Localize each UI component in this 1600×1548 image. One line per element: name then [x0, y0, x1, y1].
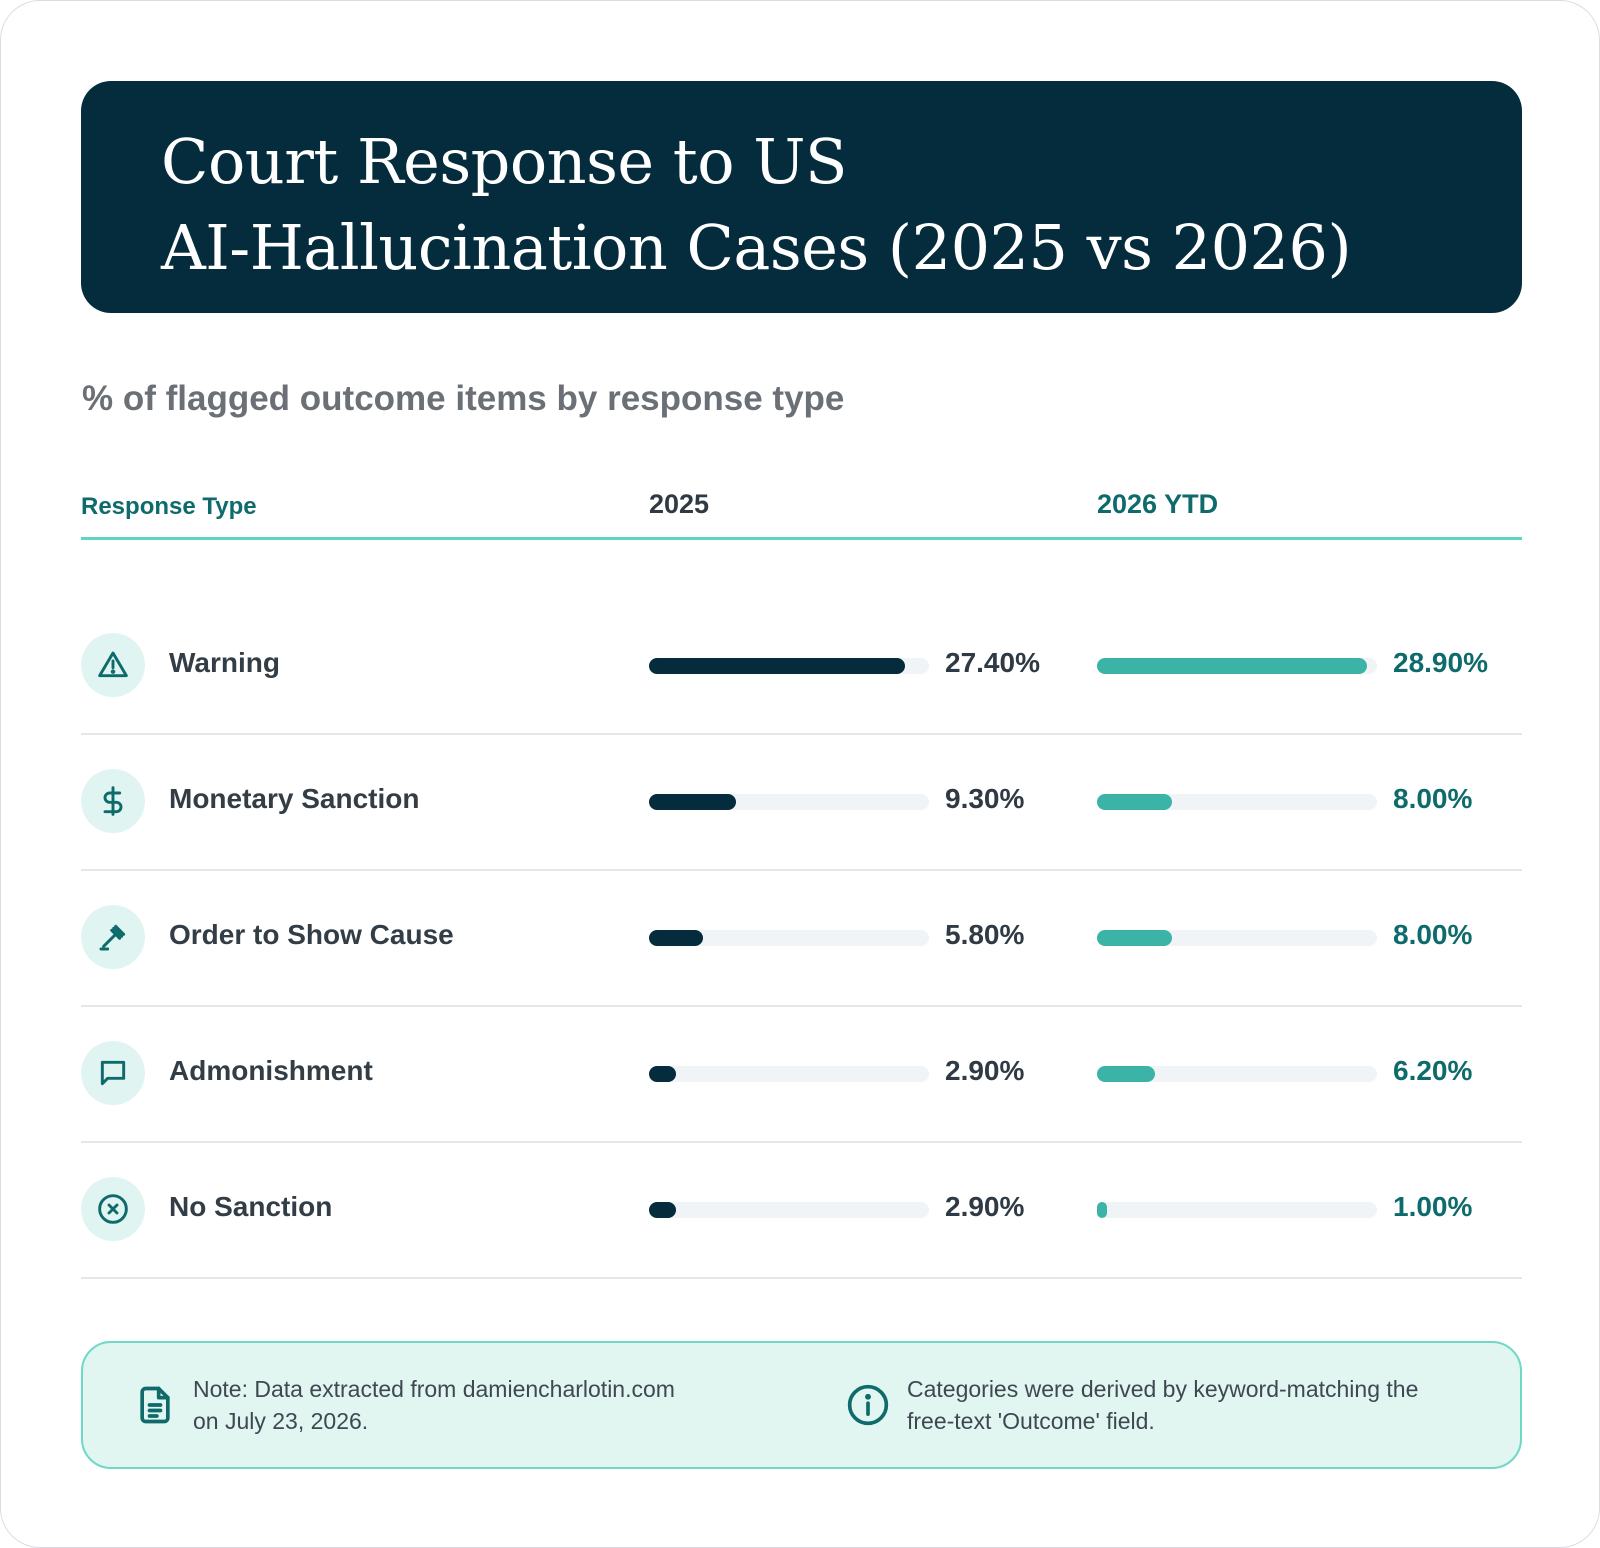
bar-2026-track	[1097, 930, 1377, 946]
column-header-response-type: Response Type	[81, 493, 257, 520]
column-header-2025: 2025	[649, 489, 710, 519]
bar-2025	[649, 1066, 676, 1082]
method-note: Categories were derived by keyword-match…	[907, 1376, 1419, 1434]
bar-2025-track	[649, 1066, 929, 1082]
table-row: Monetary Sanction 9.30% 8.00%	[81, 733, 1522, 871]
chart-title: Court Response to US AI-Hallucination Ca…	[161, 125, 1352, 284]
header-divider	[81, 537, 1522, 540]
bar-2026-track	[1097, 794, 1377, 810]
bar-2025	[649, 930, 703, 946]
bar-2026	[1097, 1202, 1107, 1218]
bar-2026-value-label: 6.20%	[1393, 1055, 1473, 1086]
x-circle-icon	[98, 1194, 128, 1224]
bar-2026	[1097, 1066, 1155, 1082]
bar-2025-value-label: 5.80%	[945, 919, 1025, 950]
bar-2026-track	[1097, 1202, 1377, 1218]
category-label: Order to Show Cause	[169, 919, 454, 950]
bar-2025-value-label: 9.30%	[945, 783, 1025, 814]
category-label: Admonishment	[169, 1055, 373, 1086]
bar-2025	[649, 658, 905, 674]
speech-bubble-icon	[100, 1060, 126, 1086]
row-icon-badge	[81, 905, 145, 969]
bar-2025	[649, 1202, 676, 1218]
bar-2025-track	[649, 930, 929, 946]
row-icon-badge	[81, 1177, 145, 1241]
bar-2026	[1097, 658, 1367, 674]
table-row: Warning 27.40% 28.90%	[81, 597, 1522, 735]
bar-2026	[1097, 930, 1172, 946]
warning-icon	[98, 651, 128, 678]
bar-2026-track	[1097, 658, 1377, 674]
dollar-icon	[103, 786, 123, 816]
table-row: Admonishment 2.90% 6.20%	[81, 1005, 1522, 1143]
category-label: No Sanction	[169, 1191, 333, 1222]
bar-2025-value-label: 2.90%	[945, 1055, 1025, 1086]
notes-panel: Note: Data extracted from damiencharloti…	[81, 1341, 1522, 1469]
bar-2025-track	[649, 794, 929, 810]
source-note: Note: Data extracted from damiencharloti…	[193, 1376, 675, 1434]
gavel-icon	[99, 924, 126, 951]
info-icon	[847, 1384, 889, 1426]
bar-2025	[649, 794, 736, 810]
category-label: Warning	[169, 647, 280, 678]
chart-subtitle: % of flagged outcome items by response t…	[82, 379, 845, 418]
column-header-2026-ytd: 2026 YTD	[1097, 489, 1219, 519]
bar-2026-value-label: 8.00%	[1393, 783, 1473, 814]
bar-2025-track	[649, 1202, 929, 1218]
bar-2025-track	[649, 658, 929, 674]
category-label: Monetary Sanction	[169, 783, 420, 814]
document-icon	[140, 1386, 170, 1424]
row-icon-badge	[81, 769, 145, 833]
bar-2026-value-label: 28.90%	[1393, 647, 1488, 678]
bar-2026-track	[1097, 1066, 1377, 1082]
bar-2026-value-label: 8.00%	[1393, 919, 1473, 950]
bar-2026	[1097, 794, 1172, 810]
bar-2026-value-label: 1.00%	[1393, 1191, 1473, 1222]
title-banner: Court Response to US AI-Hallucination Ca…	[81, 81, 1522, 313]
row-icon-badge	[81, 633, 145, 697]
bar-2025-value-label: 27.40%	[945, 647, 1040, 678]
table-row: No Sanction 2.90% 1.00%	[81, 1141, 1522, 1279]
row-icon-badge	[81, 1041, 145, 1105]
table-row: Order to Show Cause 5.80% 8.00%	[81, 869, 1522, 1007]
bar-2025-value-label: 2.90%	[945, 1191, 1025, 1222]
